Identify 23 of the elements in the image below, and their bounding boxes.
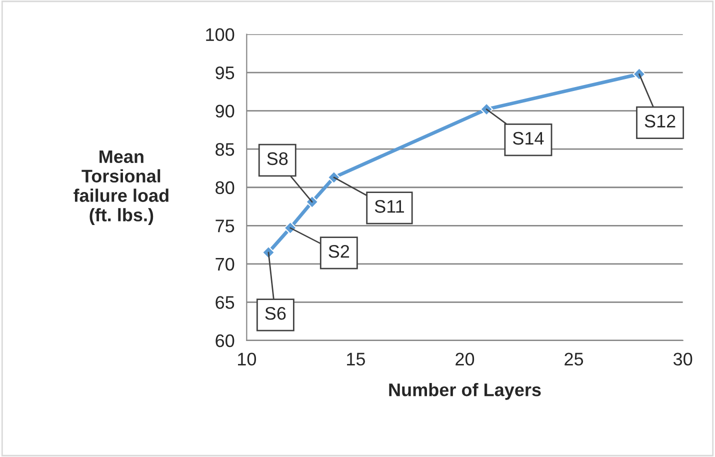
y-tick-label: 95 [216,66,234,80]
y-tick-label: 80 [216,181,234,194]
x-axis-title: Number of Layers [389,382,541,400]
y-tick-label: 90 [216,104,234,118]
annotation: S12 [644,114,676,128]
annotation: S6 [265,306,286,320]
x-tick-label: 15 [347,352,365,366]
annotation: S2 [328,245,350,258]
x-tick-label: 25 [564,352,584,366]
point [306,196,319,208]
annotation: S11 [374,200,404,213]
x-tick-label: 30 [673,352,692,366]
y-tick-label: 100 [206,28,234,41]
x-tick-label: 20 [456,352,474,366]
y-tick-label: 60 [216,334,234,348]
y-tick-label: 85 [216,143,234,156]
y-tick-label: 70 [216,258,234,271]
y-tick-label: 65 [216,296,234,309]
y-axis-title: Mean Torsional failure load (ft. lbs.) [74,150,168,225]
x-tick-label: 10 [238,352,256,366]
annotation: S8 [267,152,288,166]
y-tick-label: 75 [216,220,234,232]
annotation: S14 [512,132,544,145]
